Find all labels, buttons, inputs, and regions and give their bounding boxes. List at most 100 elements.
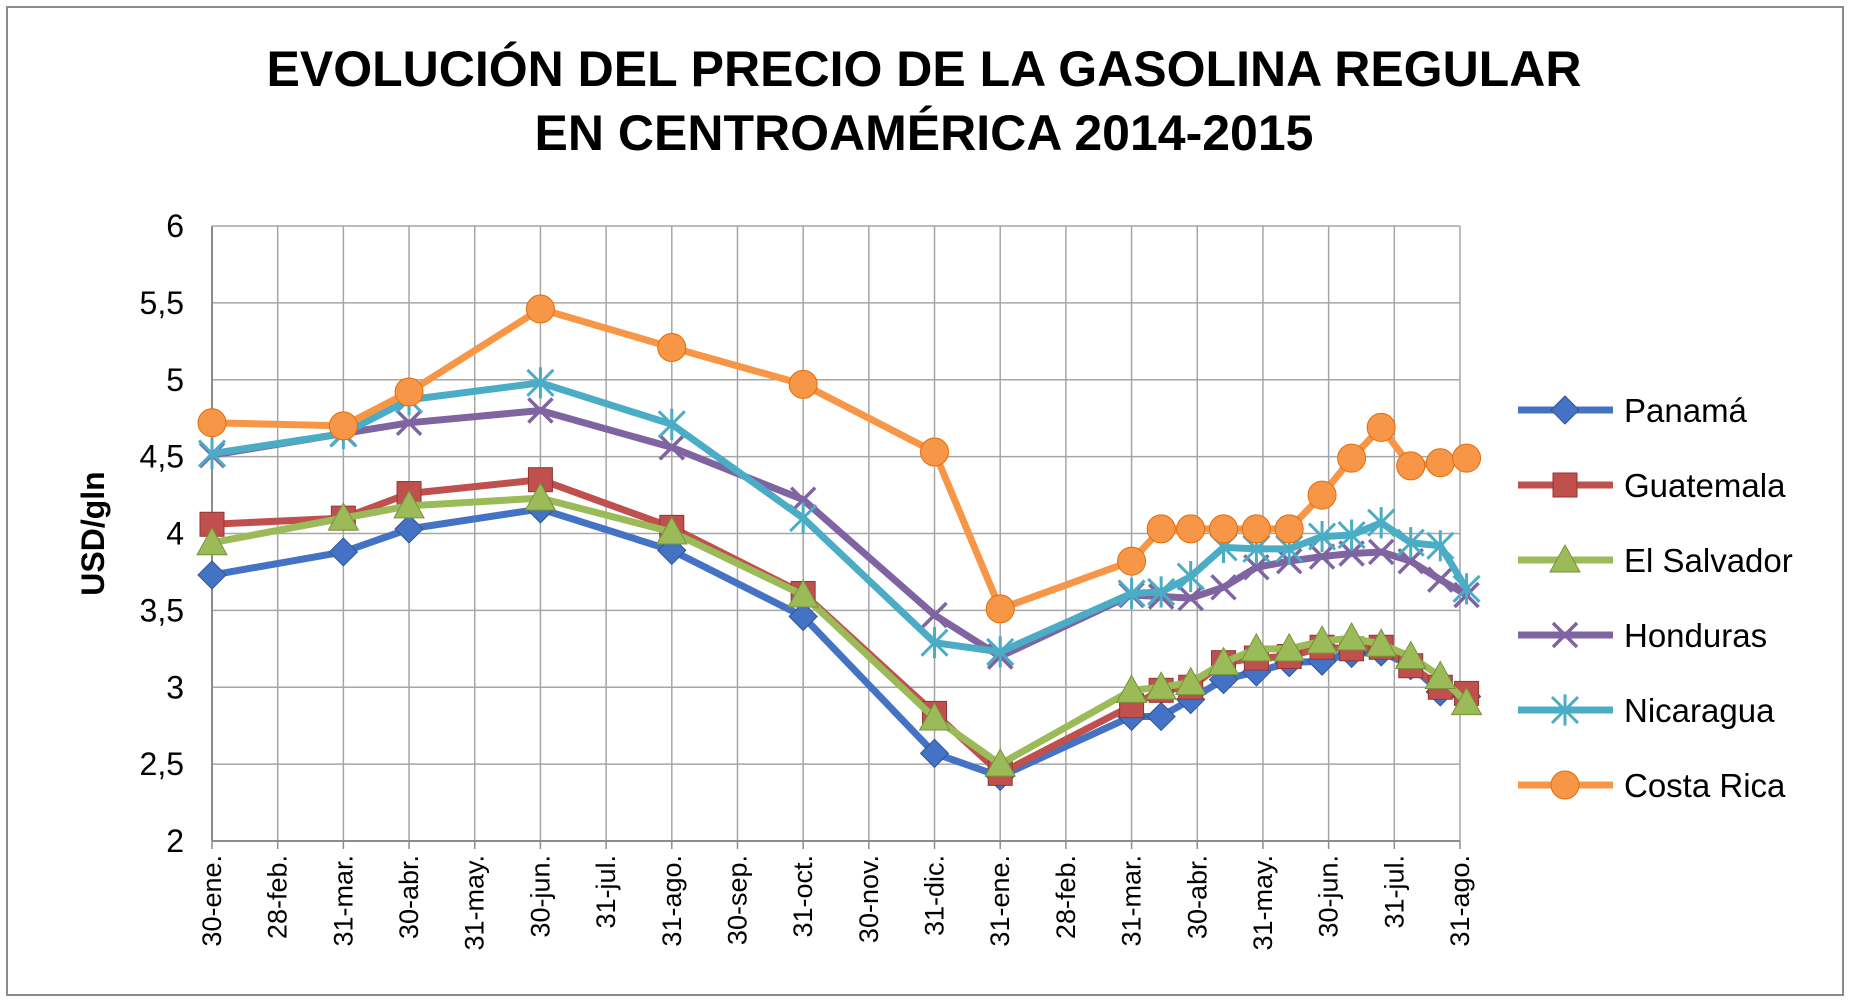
legend-label: Panamá <box>1624 392 1748 429</box>
data-point-costa-rica <box>920 437 950 467</box>
data-point-costa-rica <box>1396 451 1426 481</box>
x-tick-label: 30-jun. <box>1314 855 1344 938</box>
data-point-nicaragua <box>789 502 818 534</box>
data-point-el-salvador <box>1273 632 1306 662</box>
data-point-costa-rica <box>1176 514 1206 544</box>
data-point-honduras <box>395 409 423 437</box>
legend-label: Guatemala <box>1624 467 1786 504</box>
data-point-honduras <box>658 434 686 461</box>
data-point-honduras <box>921 601 948 629</box>
data-point-costa-rica <box>328 411 358 441</box>
data-point-el-salvador <box>1450 686 1483 716</box>
data-point-costa-rica <box>525 294 555 324</box>
y-tick-label: 4,5 <box>140 439 184 475</box>
legend-item-panam: Panamá <box>1518 392 1748 429</box>
legend-label: Costa Rica <box>1624 767 1786 804</box>
x-tick-label: 30-ene. <box>197 855 227 947</box>
chart-frame: EVOLUCIÓN DEL PRECIO DE LA GASOLINA REGU… <box>6 6 1844 996</box>
data-point-nicaragua <box>1147 576 1176 608</box>
legend-label: Honduras <box>1624 617 1767 654</box>
data-point-costa-rica <box>1274 514 1304 544</box>
data-point-el-salvador <box>1335 622 1368 651</box>
data-point-nicaragua <box>1367 507 1396 539</box>
y-tick-label: 3 <box>166 669 184 705</box>
legend-marker-guatemala <box>1552 472 1578 498</box>
data-point-el-salvador <box>918 701 951 731</box>
legend-label: El Salvador <box>1624 542 1793 579</box>
y-tick-label: 5 <box>166 362 184 398</box>
data-point-el-salvador <box>393 489 425 519</box>
data-point-el-salvador <box>1115 674 1148 703</box>
data-point-el-salvador <box>984 748 1017 777</box>
x-tick-label: 31-mar. <box>1117 855 1147 947</box>
data-point-el-salvador <box>655 515 688 545</box>
data-point-costa-rica <box>985 594 1015 624</box>
data-point-el-salvador <box>196 526 228 556</box>
data-point-nicaragua <box>1117 577 1146 610</box>
data-point-el-salvador <box>1145 671 1177 700</box>
legend-label: Nicaragua <box>1624 692 1775 729</box>
x-tick-label: 30-jun. <box>525 855 555 938</box>
data-point-honduras <box>1367 538 1395 566</box>
y-tick-label: 5,5 <box>140 285 184 321</box>
data-point-costa-rica <box>1366 412 1396 442</box>
data-point-nicaragua <box>1396 527 1425 559</box>
x-tick-label: 31-jul. <box>591 855 621 929</box>
x-tick-label: 31-dic. <box>920 855 950 936</box>
legend-item-costa-rica: Costa Rica <box>1518 767 1786 804</box>
x-tick-label: 31-ago. <box>1445 855 1475 947</box>
x-tick-label: 31-oct. <box>788 855 818 938</box>
legend-item-honduras: Honduras <box>1518 617 1767 654</box>
data-point-nicaragua <box>1307 520 1337 553</box>
series-lines <box>196 294 1483 792</box>
data-point-honduras <box>1338 540 1365 567</box>
x-tick-label: 30-abr. <box>1182 855 1212 939</box>
y-tick-label: 2,5 <box>140 746 184 782</box>
data-point-honduras <box>1427 566 1454 593</box>
data-point-el-salvador <box>1174 666 1207 696</box>
series-line-honduras <box>208 407 1471 660</box>
data-point-nicaragua <box>920 627 949 659</box>
legend-marker-el-salvador <box>1549 543 1581 573</box>
data-point-el-salvador <box>787 578 820 608</box>
series-line-nicaragua <box>208 379 1471 656</box>
legend-marker-nicaragua <box>1550 694 1580 726</box>
data-point-panam <box>197 560 227 590</box>
data-point-honduras <box>527 397 554 424</box>
series-nicaragua <box>197 367 1481 668</box>
data-point-el-salvador <box>1394 640 1427 669</box>
data-point-panam <box>1146 701 1176 732</box>
data-point-costa-rica <box>394 377 424 407</box>
x-tick-label: 31-mar. <box>328 855 358 947</box>
data-point-costa-rica <box>1209 514 1239 544</box>
data-point-honduras <box>789 486 817 513</box>
y-tick-label: 4 <box>166 516 184 552</box>
legend: Panamá Guatemala El Salvador Honduras Nicara… <box>1518 392 1793 804</box>
data-point-honduras <box>1397 547 1424 575</box>
data-point-el-salvador <box>1365 628 1398 657</box>
y-tick-label: 2 <box>166 823 184 859</box>
data-point-nicaragua <box>526 367 555 399</box>
data-point-nicaragua <box>1176 560 1205 593</box>
series-el-salvador <box>196 482 1483 777</box>
axes: 2 2,5 3 3,5 4 4,5 5 5,5 6 30-ene. 28-feb. 31-mar. 30… <box>75 208 1475 951</box>
x-tick-label: 30-abr. <box>394 855 424 939</box>
data-point-costa-rica <box>657 332 687 362</box>
x-tick-label: 28-feb. <box>1051 855 1081 939</box>
data-point-nicaragua <box>657 408 686 440</box>
y-axis-label: USD/gln <box>75 471 111 595</box>
data-point-nicaragua <box>1426 530 1455 562</box>
data-point-panam <box>394 514 424 544</box>
data-point-el-salvador <box>327 502 360 531</box>
series-costa-rica <box>197 294 1482 624</box>
legend-marker-costa-rica <box>1550 770 1580 800</box>
data-point-costa-rica <box>1337 443 1367 473</box>
chart-title-line-2: EN CENTROAMÉRICA 2014-2015 <box>535 105 1314 161</box>
legend-item-el-salvador: El Salvador <box>1518 542 1793 579</box>
data-point-panam <box>788 601 818 632</box>
data-point-el-salvador <box>1306 625 1338 654</box>
data-point-costa-rica <box>197 408 227 438</box>
data-point-guatemala <box>527 467 553 493</box>
chart-title-line-1: EVOLUCIÓN DEL PRECIO DE LA GASOLINA REGU… <box>267 41 1582 97</box>
data-point-el-salvador <box>1207 646 1240 676</box>
